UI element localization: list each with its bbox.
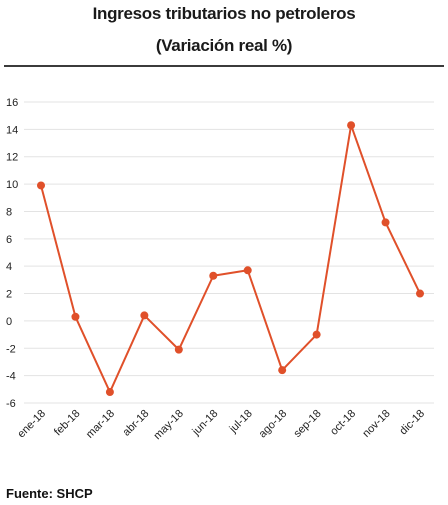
x-tick-label: feb-18 — [52, 408, 83, 439]
data-point — [312, 330, 321, 339]
data-point — [174, 345, 183, 354]
line-chart: 16 14 12 10 8 6 4 2 0 -2 -4 -6 ene-18 feb-18 mar-18 ab… — [6, 97, 434, 442]
grid-lines — [24, 101, 434, 404]
x-axis-ticks: ene-18 feb-18 mar-18 abr-18 may-18 jun-18 jul-… — [15, 408, 427, 442]
x-tick-label: ene-18 — [15, 408, 48, 441]
data-point — [243, 266, 252, 275]
y-tick-label: -6 — [6, 398, 16, 410]
y-tick-label: 6 — [6, 234, 12, 246]
y-tick-label: 8 — [6, 206, 12, 218]
x-tick-label: ago-18 — [257, 408, 290, 441]
source-note: Fuente: SHCP — [6, 486, 93, 501]
y-tick-label: 16 — [6, 97, 18, 109]
x-tick-label: nov-18 — [360, 408, 392, 440]
data-point — [381, 218, 390, 227]
data-point — [416, 289, 424, 298]
x-tick-label: jul-18 — [227, 408, 255, 436]
series-line — [40, 124, 421, 394]
y-tick-label: 12 — [6, 152, 18, 164]
series-layer — [37, 121, 424, 397]
x-tick-label: mar-18 — [84, 408, 117, 441]
x-tick-label: may-18 — [152, 408, 186, 442]
x-tick-label: jun-18 — [190, 408, 221, 439]
title-divider — [4, 65, 444, 67]
y-tick-label: 14 — [6, 124, 18, 136]
y-tick-label: 10 — [6, 179, 18, 191]
data-point — [105, 388, 114, 397]
data-point — [71, 312, 80, 321]
y-axis-ticks: 16 14 12 10 8 6 4 2 0 -2 -4 -6 — [6, 97, 18, 410]
y-tick-label: 2 — [6, 289, 12, 301]
data-point — [347, 121, 356, 130]
data-point — [37, 181, 45, 190]
data-point — [209, 271, 218, 280]
y-tick-label: 4 — [6, 261, 12, 273]
y-tick-label: -2 — [6, 343, 16, 355]
x-tick-label: sep-18 — [291, 408, 323, 440]
y-tick-label: 0 — [6, 316, 12, 328]
x-tick-label: dic-18 — [397, 408, 427, 438]
data-point — [278, 366, 287, 375]
chart-title: Ingresos tributarios no petroleros — [92, 4, 356, 23]
chart-subtitle: (Variación real %) — [155, 36, 293, 55]
data-point — [140, 311, 149, 320]
y-tick-label: -4 — [6, 371, 16, 383]
x-tick-label: abr-18 — [121, 408, 152, 439]
x-tick-label: oct-18 — [328, 408, 358, 438]
